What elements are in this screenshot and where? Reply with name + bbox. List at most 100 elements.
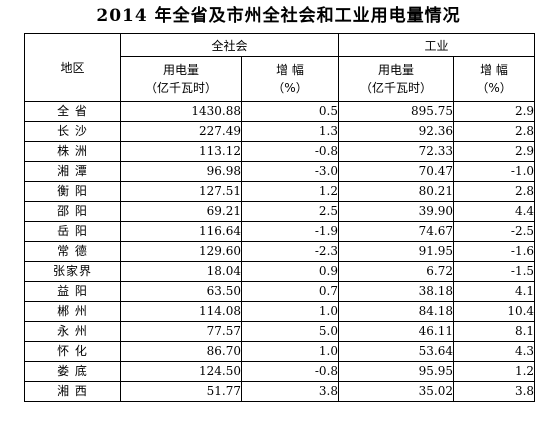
society-growth-cell: 2.5 xyxy=(240,201,340,222)
table-row: 长 沙 227.49 1.3 92.36 2.8 xyxy=(24,121,536,142)
industry-growth-cell: -2.5 xyxy=(453,221,536,242)
table-row: 怀 化 86.70 1.0 53.64 4.3 xyxy=(24,341,536,362)
electricity-table: 地区 全社会 工业 用电量 （亿千瓦时） 增 幅 （%） 用电量 （亿千瓦时） … xyxy=(24,33,536,402)
society-group-header: 全社会 xyxy=(119,33,340,57)
society-usage-cell: 227.49 xyxy=(120,121,242,142)
region-cell: 长 沙 xyxy=(24,121,121,142)
society-growth-cell: -1.9 xyxy=(240,221,340,242)
table-row: 全 省 1430.88 0.5 895.75 2.9 xyxy=(24,101,536,122)
usage-header-line2: （亿千瓦时） xyxy=(360,81,433,95)
table-row: 常 德 129.60 -2.3 91.95 -1.6 xyxy=(24,241,536,262)
industry-usage-cell: 84.18 xyxy=(338,301,455,322)
society-growth-cell: 3.8 xyxy=(240,381,340,402)
industry-usage-cell: 80.21 xyxy=(338,181,455,202)
region-cell: 衡 阳 xyxy=(24,181,121,202)
table-row: 邵 阳 69.21 2.5 39.90 4.4 xyxy=(24,201,536,222)
industry-growth-cell: 2.9 xyxy=(453,101,536,122)
region-cell: 湘 西 xyxy=(24,381,121,402)
industry-growth-cell: 4.1 xyxy=(453,281,536,302)
region-cell: 株 洲 xyxy=(24,141,121,162)
society-growth-cell: -0.8 xyxy=(240,361,340,382)
industry-growth-cell: 8.1 xyxy=(453,321,536,342)
growth-header-line2: （%） xyxy=(272,81,308,95)
industry-usage-cell: 35.02 xyxy=(338,381,455,402)
region-cell: 张家界 xyxy=(24,261,121,282)
growth-header-line1: 增 幅 xyxy=(480,63,508,77)
society-growth-cell: 0.9 xyxy=(240,261,340,282)
table-row: 娄 底 124.50 -0.8 95.95 1.2 xyxy=(24,361,536,382)
industry-usage-cell: 46.11 xyxy=(338,321,455,342)
society-growth-cell: -3.0 xyxy=(240,161,340,182)
region-header: 地区 xyxy=(24,33,121,102)
industry-growth-cell: 1.2 xyxy=(453,361,536,382)
industry-growth-cell: 10.4 xyxy=(453,301,536,322)
industry-usage-cell: 6.72 xyxy=(338,261,455,282)
society-usage-cell: 96.98 xyxy=(120,161,242,182)
society-usage-cell: 113.12 xyxy=(120,141,242,162)
region-cell: 怀 化 xyxy=(24,341,121,362)
society-usage-cell: 124.50 xyxy=(120,361,242,382)
industry-usage-cell: 72.33 xyxy=(338,141,455,162)
society-usage-cell: 69.21 xyxy=(120,201,242,222)
industry-usage-cell: 39.90 xyxy=(338,201,455,222)
table-row: 益 阳 63.50 0.7 38.18 4.1 xyxy=(24,281,536,302)
industry-usage-cell: 38.18 xyxy=(338,281,455,302)
society-usage-cell: 116.64 xyxy=(120,221,242,242)
growth-header-line2: （%） xyxy=(476,81,512,95)
region-cell: 全 省 xyxy=(24,101,121,122)
society-usage-cell: 63.50 xyxy=(120,281,242,302)
industry-growth-cell: 4.3 xyxy=(453,341,536,362)
table-row: 湘 潭 96.98 -3.0 70.47 -1.0 xyxy=(24,161,536,182)
industry-growth-cell: 2.8 xyxy=(453,181,536,202)
region-cell: 岳 阳 xyxy=(24,221,121,242)
society-growth-cell: -2.3 xyxy=(240,241,340,262)
header-row-groups: 地区 全社会 工业 xyxy=(24,33,536,102)
society-usage-cell: 18.04 xyxy=(120,261,242,282)
society-growth-cell: 0.7 xyxy=(240,281,340,302)
society-usage-cell: 129.60 xyxy=(120,241,242,262)
industry-growth-cell: 4.4 xyxy=(453,201,536,222)
society-usage-cell: 1430.88 xyxy=(120,101,242,122)
industry-usage-cell: 74.67 xyxy=(338,221,455,242)
industry-growth-cell: -1.6 xyxy=(453,241,536,262)
region-cell: 常 德 xyxy=(24,241,121,262)
usage-header-line1: 用电量 xyxy=(378,63,415,77)
industry-usage-cell: 91.95 xyxy=(338,241,455,262)
usage-header-line2: （亿千瓦时） xyxy=(144,81,217,95)
society-usage-cell: 77.57 xyxy=(120,321,242,342)
society-growth-cell: 1.0 xyxy=(240,301,340,322)
industry-group-header: 工业 xyxy=(338,33,536,57)
industry-usage-cell: 70.47 xyxy=(338,161,455,182)
society-growth-cell: 0.5 xyxy=(240,101,340,122)
industry-growth-cell: -1.5 xyxy=(453,261,536,282)
society-usage-cell: 51.77 xyxy=(120,381,242,402)
region-cell: 郴 州 xyxy=(24,301,121,322)
society-usage-cell: 86.70 xyxy=(120,341,242,362)
society-usage-cell: 114.08 xyxy=(120,301,242,322)
header-row-columns: 用电量 （亿千瓦时） 增 幅 （%） 用电量 （亿千瓦时） 增 幅 （%） xyxy=(25,56,536,102)
usage-header-line1: 用电量 xyxy=(162,63,199,77)
region-cell: 邵 阳 xyxy=(24,201,121,222)
region-cell: 湘 潭 xyxy=(24,161,121,182)
industry-growth-cell: 2.8 xyxy=(453,121,536,142)
society-growth-cell: -0.8 xyxy=(240,141,340,162)
industry-usage-cell: 53.64 xyxy=(338,341,455,362)
society-growth-cell: 1.3 xyxy=(240,121,340,142)
page-title: 2014 年全省及市州全社会和工业用电量情况 xyxy=(96,6,461,26)
table-row: 株 洲 113.12 -0.8 72.33 2.9 xyxy=(24,141,536,162)
table-row: 湘 西 51.77 3.8 35.02 3.8 xyxy=(24,381,536,402)
industry-growth-header: 增 幅 （%） xyxy=(453,56,536,102)
table-row: 永 州 77.57 5.0 46.11 8.1 xyxy=(24,321,536,342)
region-cell: 永 州 xyxy=(24,321,121,342)
industry-usage-header: 用电量 （亿千瓦时） xyxy=(338,56,455,102)
region-cell: 娄 底 xyxy=(24,361,121,382)
industry-growth-cell: 3.8 xyxy=(453,381,536,402)
table-row: 衡 阳 127.51 1.2 80.21 2.8 xyxy=(24,181,536,202)
growth-header-line1: 增 幅 xyxy=(276,63,304,77)
society-growth-header: 增 幅 （%） xyxy=(240,56,340,102)
industry-usage-cell: 92.36 xyxy=(338,121,455,142)
society-growth-cell: 5.0 xyxy=(240,321,340,342)
region-cell: 益 阳 xyxy=(24,281,121,302)
society-usage-cell: 127.51 xyxy=(120,181,242,202)
industry-growth-cell: 2.9 xyxy=(453,141,536,162)
